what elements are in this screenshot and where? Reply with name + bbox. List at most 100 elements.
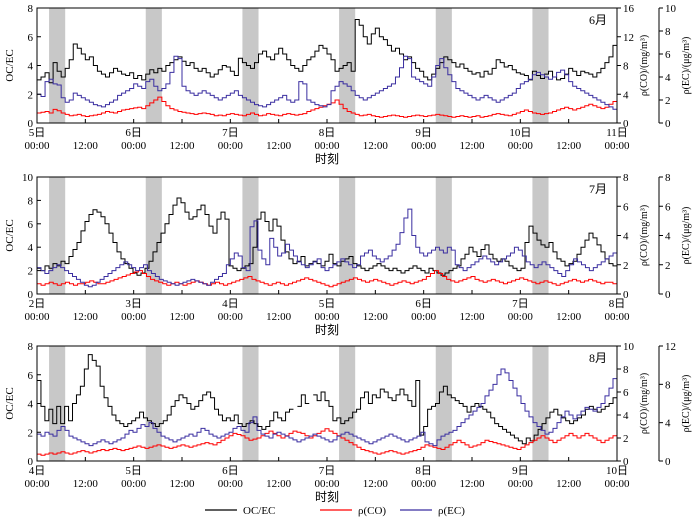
series-line-ρ(CO) [37, 270, 617, 288]
x-tick-day-label: 5日 [125, 465, 142, 477]
left-tick-label: 2 [28, 266, 34, 278]
x-tick-time-label: 12:00 [363, 311, 389, 323]
x-tick-day-label: 10日 [509, 127, 531, 139]
co-axis-label: ρ(CO)/(mg/m³) [639, 35, 650, 96]
x-tick-time-label: 00:00 [24, 478, 50, 490]
ec-tick-label: 4 [665, 418, 671, 430]
left-tick-label: 2 [28, 89, 34, 101]
x-tick-time-label: 00:00 [24, 140, 50, 152]
x-tick-day-label: 2日 [29, 298, 46, 310]
left-axis-label: OC/EC [4, 49, 16, 81]
co-tick-label: 8 [623, 61, 629, 73]
x-tick-day-label: 3日 [125, 298, 142, 310]
ec-tick-label: 4 [665, 231, 671, 243]
ec-tick-label: 8 [665, 172, 671, 184]
x-tick-time-label: 00:00 [314, 478, 340, 490]
legend-label: ρ(EC) [438, 505, 465, 517]
x-tick-time-label: 00:00 [121, 140, 147, 152]
co-tick-label: 8 [623, 364, 629, 376]
series-line-ρ(EC) [37, 208, 617, 288]
series-line-ρ(EC) [37, 368, 617, 447]
shaded-band [435, 177, 452, 294]
left-tick-label: 2 [28, 427, 34, 439]
left-tick-label: 8 [28, 195, 34, 207]
x-tick-day-label: 11日 [606, 127, 628, 139]
left-tick-label: 10 [22, 172, 34, 184]
x-tick-time-label: 00:00 [411, 478, 437, 490]
x-tick-time-label: 12:00 [459, 478, 485, 490]
x-tick-time-label: 00:00 [121, 478, 147, 490]
shaded-band [49, 346, 66, 461]
x-tick-time-label: 12:00 [266, 478, 292, 490]
x-tick-time-label: 00:00 [411, 140, 437, 152]
ec-axis-label: ρ(EC)/(μg/m³) [681, 37, 692, 95]
shaded-band [145, 8, 162, 123]
x-axis-label: 时刻 [315, 323, 339, 337]
co-tick-label: 0 [623, 289, 629, 301]
co-tick-label: 8 [623, 172, 629, 184]
x-tick-day-label: 6日 [222, 465, 239, 477]
ec-tick-label: 6 [665, 201, 671, 213]
x-tick-time-label: 00:00 [508, 478, 534, 490]
shaded-band [49, 177, 66, 294]
shaded-band [145, 177, 162, 294]
co-tick-label: 0 [623, 118, 629, 130]
x-tick-time-label: 00:00 [604, 311, 630, 323]
legend-label: ρ(CO) [358, 505, 386, 517]
ec-tick-label: 2 [665, 260, 671, 272]
ec-axis-label: ρ(EC)/(μg/m³) [681, 207, 692, 265]
left-tick-label: 6 [28, 370, 34, 382]
x-tick-time-label: 00:00 [604, 140, 630, 152]
x-tick-time-label: 00:00 [508, 140, 534, 152]
panel-month-label: 6月 [589, 13, 607, 27]
x-tick-time-label: 00:00 [314, 311, 340, 323]
left-tick-label: 8 [28, 341, 34, 353]
x-tick-time-label: 12:00 [169, 140, 195, 152]
co-tick-label: 12 [623, 32, 634, 44]
chart-panel-1: 0 2 4 6 8 OC/EC 0 4 8 12 16 ρ(CO)/(mg/m³) 0 2 4 6 8 10 ρ(E… [4, 3, 692, 166]
co-tick-label: 2 [623, 433, 629, 445]
ec-tick-label: 8 [665, 379, 671, 391]
x-tick-day-label: 7日 [319, 465, 336, 477]
x-tick-day-label: 9日 [415, 127, 432, 139]
left-tick-label: 4 [28, 242, 34, 254]
ec-tick-label: 0 [665, 289, 671, 301]
co-tick-label: 0 [623, 456, 629, 468]
x-tick-day-label: 6日 [125, 127, 142, 139]
left-tick-label: 0 [28, 118, 34, 130]
x-tick-time-label: 12:00 [169, 478, 195, 490]
panel-month-label: 7月 [589, 182, 607, 196]
left-tick-label: 6 [28, 32, 34, 44]
x-tick-time-label: 12:00 [556, 140, 582, 152]
x-tick-day-label: 9日 [512, 465, 529, 477]
series-line-ρ(CO) [37, 428, 617, 456]
ec-axis-label: ρ(EC)/(μg/m³) [681, 375, 692, 433]
x-tick-time-label: 00:00 [121, 311, 147, 323]
x-tick-day-label: 5日 [319, 298, 336, 310]
ec-tick-label: 2 [665, 95, 671, 107]
x-tick-day-label: 7日 [222, 127, 239, 139]
shaded-band [532, 177, 549, 294]
co-tick-label: 4 [623, 231, 629, 243]
x-tick-time-label: 00:00 [218, 311, 244, 323]
x-tick-time-label: 12:00 [363, 140, 389, 152]
left-axis-label: OC/EC [4, 387, 16, 419]
x-tick-day-label: 8日 [319, 127, 336, 139]
x-tick-time-label: 12:00 [459, 311, 485, 323]
left-tick-label: 8 [28, 3, 34, 15]
chart-panel-2: 0 2 4 6 8 10 OC/EC 0 2 4 6 8 ρ(CO)/(mg/m³) 0 2 4 6 8 ρ(EC)… [4, 172, 692, 337]
series-line-OC/EC [37, 19, 617, 84]
x-tick-day-label: 4日 [29, 465, 46, 477]
x-axis-label: 时刻 [315, 490, 339, 504]
co-axis-label: ρ(CO)/(mg/m³) [639, 373, 650, 434]
x-tick-day-label: 8日 [609, 298, 626, 310]
x-tick-time-label: 00:00 [411, 311, 437, 323]
x-tick-time-label: 00:00 [314, 140, 340, 152]
legend-label: OC/EC [243, 505, 275, 517]
ec-tick-label: 6 [665, 49, 671, 61]
x-tick-time-label: 12:00 [459, 140, 485, 152]
left-axis-label: OC/EC [4, 219, 16, 251]
x-tick-day-label: 7日 [512, 298, 529, 310]
co-axis-label: ρ(CO)/(mg/m³) [639, 205, 650, 266]
ec-tick-label: 4 [665, 72, 671, 84]
